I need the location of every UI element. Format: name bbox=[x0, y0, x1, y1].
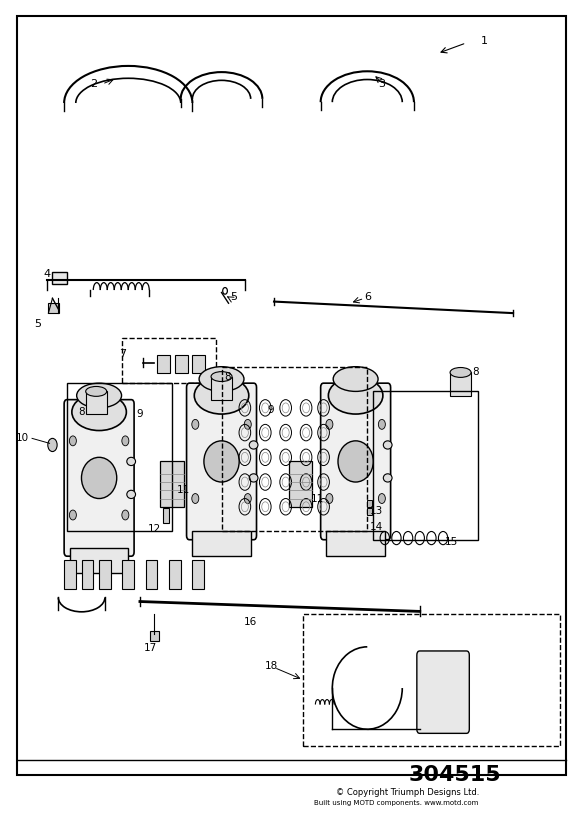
Circle shape bbox=[326, 494, 333, 503]
Circle shape bbox=[192, 419, 199, 429]
Text: 1: 1 bbox=[480, 36, 487, 46]
Bar bbox=[169, 560, 181, 589]
Circle shape bbox=[244, 494, 251, 503]
Ellipse shape bbox=[333, 367, 378, 391]
Text: 11: 11 bbox=[311, 494, 324, 503]
Bar bbox=[52, 272, 67, 284]
Circle shape bbox=[69, 510, 76, 520]
FancyBboxPatch shape bbox=[64, 400, 134, 556]
Bar bbox=[160, 461, 184, 507]
Ellipse shape bbox=[204, 441, 239, 482]
Text: 16: 16 bbox=[244, 617, 257, 627]
Ellipse shape bbox=[127, 490, 135, 499]
Text: 14: 14 bbox=[370, 522, 382, 532]
Ellipse shape bbox=[199, 367, 244, 391]
Text: 18: 18 bbox=[265, 661, 278, 671]
Bar bbox=[211, 377, 232, 400]
FancyBboxPatch shape bbox=[187, 383, 257, 540]
Bar bbox=[122, 338, 216, 383]
Bar bbox=[150, 631, 159, 641]
Text: 5: 5 bbox=[34, 319, 41, 329]
Text: 7: 7 bbox=[119, 349, 126, 359]
Bar bbox=[326, 531, 385, 556]
Circle shape bbox=[122, 510, 129, 520]
Bar bbox=[48, 303, 59, 313]
Bar bbox=[373, 391, 478, 540]
Text: 3: 3 bbox=[378, 79, 385, 89]
Bar bbox=[70, 548, 128, 573]
Circle shape bbox=[378, 494, 385, 503]
Text: 12: 12 bbox=[148, 524, 161, 534]
Bar bbox=[122, 560, 134, 589]
Ellipse shape bbox=[77, 383, 122, 408]
Text: 8: 8 bbox=[78, 407, 85, 417]
Ellipse shape bbox=[338, 441, 373, 482]
Bar bbox=[450, 372, 471, 396]
Text: 17: 17 bbox=[144, 644, 157, 653]
Circle shape bbox=[69, 436, 76, 446]
Text: 15: 15 bbox=[445, 537, 458, 547]
Bar bbox=[86, 391, 107, 414]
Ellipse shape bbox=[450, 368, 471, 377]
Circle shape bbox=[244, 419, 251, 429]
Text: 2: 2 bbox=[90, 79, 97, 89]
Circle shape bbox=[326, 419, 333, 429]
Bar bbox=[192, 560, 204, 589]
Bar bbox=[192, 355, 205, 373]
Bar bbox=[367, 500, 372, 507]
Text: 13: 13 bbox=[370, 506, 382, 516]
Text: 304515: 304515 bbox=[409, 765, 501, 784]
Ellipse shape bbox=[384, 474, 392, 482]
Text: 9: 9 bbox=[268, 405, 275, 414]
Ellipse shape bbox=[384, 441, 392, 449]
Ellipse shape bbox=[194, 377, 249, 414]
Ellipse shape bbox=[82, 457, 117, 499]
Bar bbox=[64, 560, 76, 589]
Text: 9: 9 bbox=[136, 409, 143, 419]
Circle shape bbox=[122, 436, 129, 446]
Text: 6: 6 bbox=[364, 292, 371, 302]
Bar bbox=[67, 383, 172, 531]
FancyBboxPatch shape bbox=[417, 651, 469, 733]
FancyBboxPatch shape bbox=[321, 383, 391, 540]
Circle shape bbox=[48, 438, 57, 452]
Text: Built using MOTD components. www.motd.com: Built using MOTD components. www.motd.co… bbox=[314, 799, 479, 806]
Text: 11: 11 bbox=[177, 485, 190, 495]
Text: 4: 4 bbox=[43, 269, 50, 279]
Text: 8: 8 bbox=[224, 372, 231, 382]
Ellipse shape bbox=[328, 377, 383, 414]
Bar bbox=[222, 367, 367, 531]
Ellipse shape bbox=[86, 386, 107, 396]
Ellipse shape bbox=[211, 372, 232, 382]
Bar bbox=[303, 614, 560, 746]
Text: 5: 5 bbox=[230, 292, 237, 302]
Ellipse shape bbox=[249, 474, 258, 482]
Ellipse shape bbox=[249, 441, 258, 449]
Ellipse shape bbox=[72, 394, 127, 431]
Bar bbox=[192, 531, 251, 556]
Bar bbox=[367, 508, 372, 515]
Ellipse shape bbox=[127, 457, 135, 466]
Text: 10: 10 bbox=[16, 433, 29, 443]
Bar bbox=[99, 560, 111, 589]
Bar bbox=[289, 461, 312, 507]
Bar bbox=[82, 560, 93, 589]
Text: © Copyright Triumph Designs Ltd.: © Copyright Triumph Designs Ltd. bbox=[336, 789, 480, 797]
Bar bbox=[157, 355, 170, 373]
Circle shape bbox=[378, 419, 385, 429]
Text: 8: 8 bbox=[472, 368, 479, 377]
Bar bbox=[146, 560, 157, 589]
Circle shape bbox=[192, 494, 199, 503]
Bar bbox=[163, 508, 169, 523]
Bar bbox=[175, 355, 188, 373]
